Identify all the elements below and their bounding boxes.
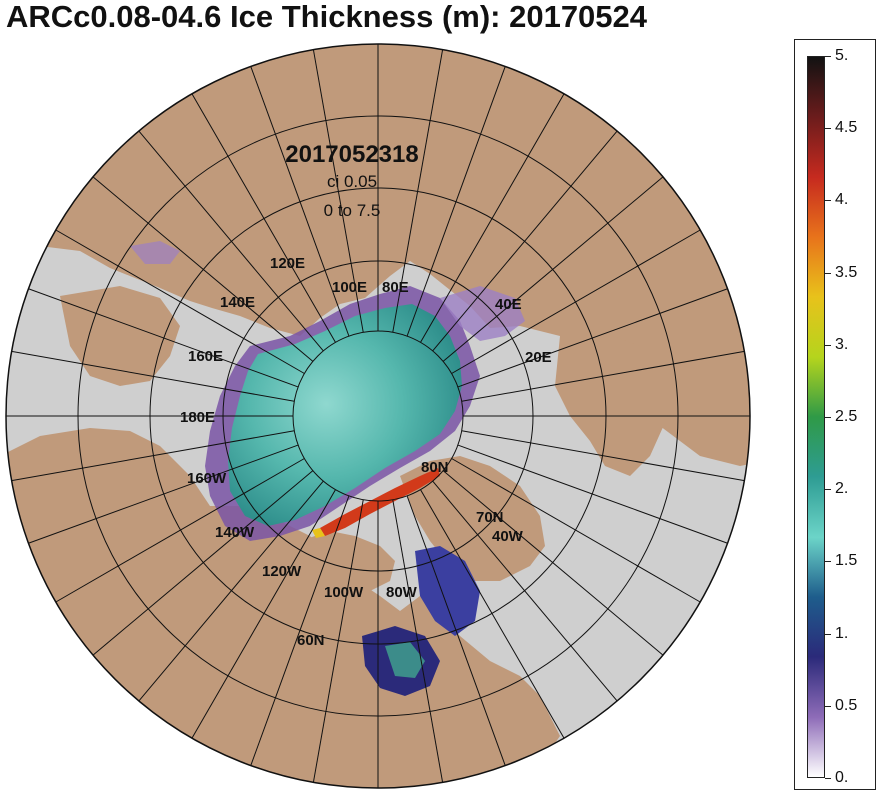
colorbar-tick-label: 1.: [835, 624, 849, 642]
ice-bering-margin: [130, 241, 180, 264]
meridian-line: [406, 495, 506, 766]
colorbar-tick: [825, 128, 831, 130]
colorbar-tick-label: 0.5: [835, 696, 858, 714]
parallel-50n: [77, 115, 679, 717]
colorbar-tick-label: 3.: [835, 335, 849, 353]
lat-label: 60N: [297, 632, 325, 649]
lon-label: 100E: [332, 279, 367, 296]
colorbar-tick-label: 5.: [835, 47, 849, 64]
lon-label: 80W: [386, 584, 418, 601]
graticule: [5, 43, 751, 789]
colorbar-tick: [825, 200, 831, 202]
parallel-60n: [149, 187, 607, 645]
colorbar-tick-label: 3.5: [835, 263, 858, 281]
sea-ice: [130, 241, 525, 696]
colorbar-legend: 5. 4.5 4. 3.5 3. 2.5 2. 1.5 1. 0.5 0.: [794, 39, 876, 790]
lon-label: 160W: [187, 470, 227, 487]
parallel-80n: [292, 330, 464, 502]
meridian-line: [457, 444, 728, 544]
lon-label: 20E: [525, 349, 552, 366]
lon-label: 40W: [492, 528, 524, 545]
meridian-line: [250, 495, 350, 766]
lat-label: 70N: [476, 509, 504, 526]
colorbar-tick-label: 1.5: [835, 552, 858, 570]
lon-label: 100W: [324, 584, 364, 601]
colorbar-tick: [825, 344, 831, 346]
ice-thick-ridge-yellow: [312, 528, 325, 538]
lon-label: 180E: [180, 409, 215, 426]
ice-main-pack: [228, 304, 462, 526]
colorbar-tick-label: 2.5: [835, 408, 858, 425]
meridian-line: [457, 288, 728, 388]
colorbar-tick: [825, 417, 831, 418]
land-archipelago: [300, 531, 395, 591]
colorbar-tick-label: 4.: [835, 191, 849, 209]
colorbar-tick-label: 4.5: [835, 119, 858, 137]
lon-label: 80E: [382, 279, 409, 296]
land-greenland: [400, 456, 545, 581]
latitude-labels: 80N 70N 60N: [297, 459, 504, 649]
colorbar-tick-label: 2.: [835, 480, 849, 498]
colorbar-tick: [825, 489, 831, 491]
colorbar-tick: [825, 705, 831, 707]
map-range: 0 to 7.5: [324, 201, 381, 220]
ice-thick-ridge: [320, 468, 440, 536]
lon-label: 120E: [270, 255, 305, 272]
map-border: [5, 43, 751, 789]
lon-label: 140W: [215, 524, 255, 541]
colorbar-tick: [825, 272, 831, 274]
colorbar-tick: [825, 633, 831, 635]
longitude-labels: 120E 140E 160E 180E 160W 140W 120W 100W …: [180, 255, 552, 601]
lon-label: 140E: [220, 294, 255, 311]
colorbar-tick: [825, 56, 831, 57]
lat-label: 80N: [421, 459, 449, 476]
colorbar: [807, 56, 825, 778]
map-contour-interval: ci 0.05: [327, 172, 377, 191]
polar-map: 2017052318 ci 0.05 0 to 7.5 120E 140E 16…: [5, 43, 751, 789]
map-title: ARCc0.08-04.6 Ice Thickness (m): 2017052…: [6, 0, 648, 34]
colorbar-tick: [825, 561, 831, 563]
colorbar-tick-label: 0.: [835, 769, 849, 786]
map-timestamp: 2017052318: [285, 141, 418, 168]
lon-label: 120W: [262, 563, 302, 580]
ice-hudson-inner: [385, 642, 425, 678]
lon-label: 40E: [495, 296, 522, 313]
lon-label: 160E: [188, 348, 223, 365]
land-scandinavia: [555, 331, 668, 476]
ice-baffin-bay: [415, 546, 480, 636]
land-eurasia: [6, 44, 750, 466]
ice-barents-margin: [440, 286, 525, 341]
parallel-70n: [222, 260, 534, 572]
colorbar-tick: [825, 778, 831, 779]
